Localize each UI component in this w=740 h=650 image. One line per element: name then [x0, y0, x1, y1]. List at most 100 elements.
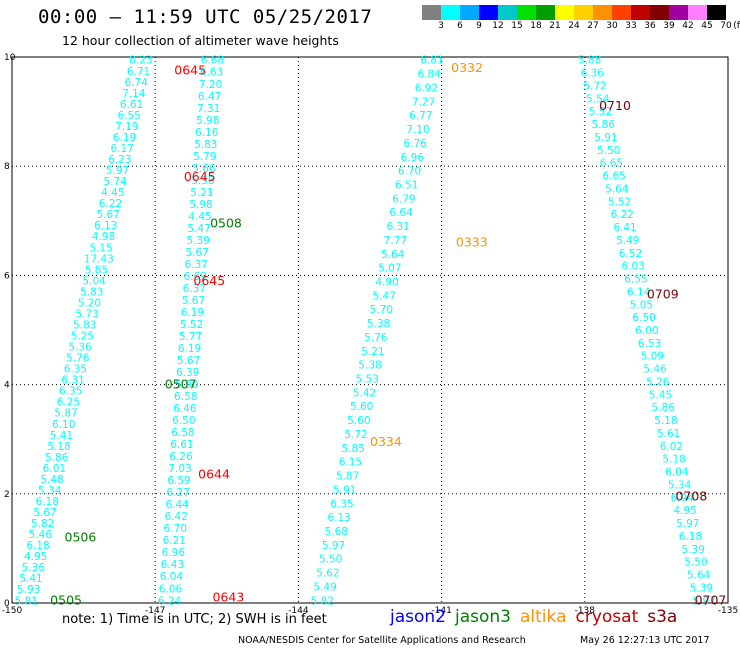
wave-height-value: 6.16 — [195, 127, 219, 139]
wave-height-value: 6.58 — [171, 427, 194, 439]
pass-time-label: 0508 — [210, 216, 242, 231]
pass-time-label: 0645 — [174, 63, 206, 78]
wave-height-value: 5.66 — [192, 163, 216, 175]
wave-height-value: 5.04 — [82, 275, 106, 287]
wave-height-value: 6.70 — [164, 523, 187, 535]
wave-height-value: 6.84 — [418, 69, 442, 81]
wave-height-value: 5.87 — [336, 471, 359, 483]
colorbar-swatch — [555, 5, 574, 20]
wave-height-value: 4.45 — [101, 187, 124, 199]
wave-height-value: 6.70 — [398, 166, 421, 178]
colorbar-unit: (ft) — [733, 21, 740, 31]
wave-height-value: 6.23 — [108, 154, 131, 166]
wave-height-value: 6.13 — [327, 512, 350, 524]
wave-height-value: 6.74 — [125, 77, 149, 89]
wave-height-value: 5.64 — [605, 183, 629, 195]
wave-height-value: 6.58 — [174, 391, 197, 403]
wave-height-value: 5.38 — [358, 360, 381, 372]
y-tick-label: 2 — [4, 490, 10, 500]
wave-height-value: 6.13 — [94, 220, 117, 232]
wave-height-value: 5.18 — [662, 454, 685, 466]
wave-height-value: 6.92 — [415, 82, 438, 94]
wave-height-value: 5.85 — [342, 443, 365, 455]
x-tick-label: -141 — [431, 606, 451, 616]
wave-height-value: 5.25 — [71, 331, 94, 343]
satellite-label: s3a — [647, 607, 678, 627]
x-tick-label: -138 — [575, 606, 596, 616]
wave-height-value: 5.74 — [103, 176, 127, 188]
wave-height-value: 6.55 — [624, 274, 647, 286]
wave-height-value: 5.52 — [180, 319, 203, 331]
wave-height-value: 6.35 — [64, 364, 87, 376]
colorbar-swatch — [441, 5, 460, 20]
wave-height-value: 5.76 — [66, 353, 90, 365]
colorbar-swatch — [422, 5, 441, 20]
chart-subtitle: 12 hour collection of altimeter wave hei… — [62, 33, 339, 48]
wave-height-value: 6.76 — [403, 138, 427, 150]
wave-height-value: 5.34 — [668, 479, 692, 491]
wave-height-value: 6.53 — [638, 338, 661, 350]
wave-height-value: 6.31 — [387, 221, 410, 233]
pass-time-label: 0708 — [675, 489, 707, 504]
colorbar-level-label: 15 — [511, 21, 523, 31]
wave-height-value: 5.50 — [684, 557, 707, 569]
wave-height-value: 7.14 — [122, 88, 146, 100]
y-tick-label: 0 — [4, 599, 10, 609]
wave-height-value: 6.15 — [339, 457, 362, 469]
colorbar-level-label: 12 — [492, 21, 504, 31]
colorbar-swatch — [688, 5, 707, 20]
wave-height-value: 5.34 — [38, 485, 62, 497]
wave-height-value: 5.21 — [190, 187, 213, 199]
wave-height-value: 6.68 — [201, 55, 224, 67]
wave-height-value: 6.47 — [198, 91, 221, 103]
wave-height-value: 6.71 — [127, 66, 150, 78]
wave-height-value: 5.46 — [29, 529, 53, 541]
colorbar-level-label: 36 — [644, 21, 656, 31]
wave-height-value: 6.64 — [389, 207, 413, 219]
wave-height-value: 5.97 — [322, 540, 345, 552]
wave-height-value: 5.41 — [50, 430, 73, 442]
pass-time-label: 0334 — [370, 434, 402, 449]
wave-height-value: 4.90 — [375, 276, 398, 288]
wave-height-value: 6.96 — [162, 547, 186, 559]
colorbar-level-label: 42 — [682, 21, 694, 31]
wave-height-value: 5.36 — [22, 562, 46, 574]
y-tick-label: 8 — [4, 162, 10, 172]
wave-height-value: 5.52 — [608, 196, 631, 208]
colorbar-level-label: 39 — [663, 21, 675, 31]
colorbar-swatch — [669, 5, 688, 20]
wave-height-value: 5.64 — [687, 570, 711, 582]
colorbar-swatch — [707, 5, 726, 20]
wave-height-value: 6.37 — [185, 259, 208, 271]
x-tick-label: -144 — [288, 606, 309, 616]
wave-height-value: 5.53 — [356, 374, 379, 386]
pass-time-label: 0333 — [456, 235, 488, 250]
colorbar-level-label: 3 — [438, 21, 444, 31]
wave-height-value: 5.36 — [68, 342, 92, 354]
wave-height-value: 6.01 — [43, 463, 66, 475]
wave-height-value: 5.67 — [96, 209, 119, 221]
wave-height-value: 6.55 — [117, 110, 140, 122]
wave-height-value: 5.98 — [189, 199, 212, 211]
wave-height-value: 5.83 — [73, 319, 96, 331]
wave-height-value: 6.22 — [611, 209, 634, 221]
colorbar-swatch — [479, 5, 498, 20]
wave-height-value: 5.54 — [586, 93, 610, 105]
wave-height-value: 6.50 — [172, 415, 195, 427]
credit-text: NOAA/NESDIS Center for Satellite Applica… — [238, 635, 526, 646]
wave-height-value: 5.39 — [186, 235, 209, 247]
wave-height-value: 5.97 — [106, 165, 129, 177]
wave-height-value: 5.97 — [692, 595, 715, 607]
colorbar-level-label: 30 — [606, 21, 618, 31]
wave-height-value: 6.39 — [176, 367, 199, 379]
wave-height-value: 6.02 — [660, 441, 683, 453]
pass-time-label: 0507 — [165, 377, 197, 392]
wave-height-value: 6.61 — [120, 99, 143, 111]
wave-height-value: 5.47 — [187, 223, 210, 235]
wave-height-value: 6.77 — [409, 110, 432, 122]
wave-height-value: 6.63 — [200, 67, 223, 79]
colorbar-level-label: 21 — [549, 21, 561, 31]
wave-height-value: 5.61 — [657, 428, 680, 440]
wave-height-value: 6.27 — [166, 487, 189, 499]
wave-height-value: 5.52 — [589, 106, 612, 118]
